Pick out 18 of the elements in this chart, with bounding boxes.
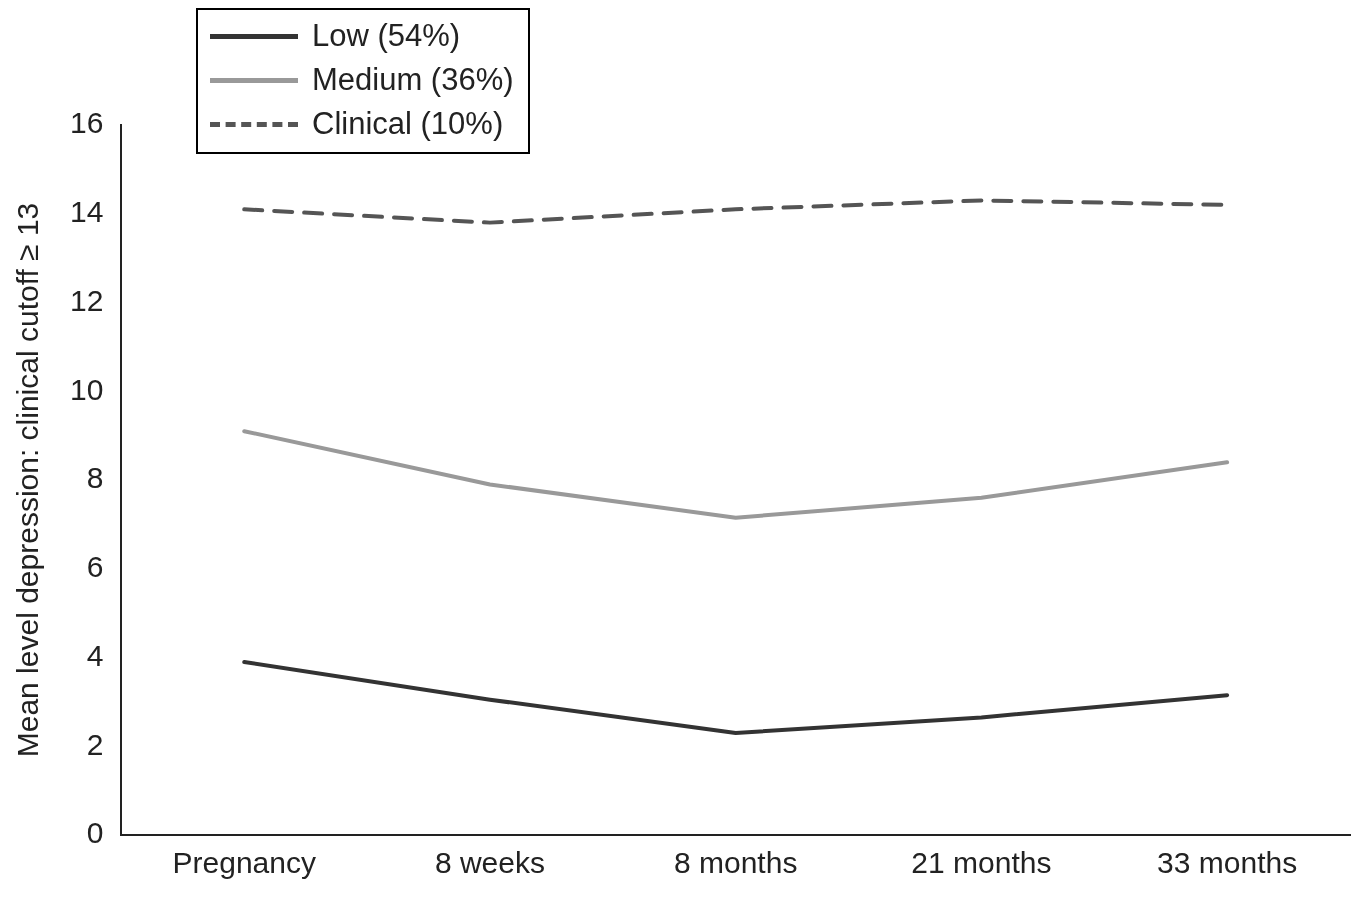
y-tick-label: 8 — [86, 461, 104, 495]
x-tick-label: 21 months — [911, 846, 1052, 880]
y-axis-title: Mean level depression: clinical cutoff ≥ 13 — [11, 202, 45, 758]
x-tick-label: 8 months — [673, 846, 798, 880]
y-tick-label: 10 — [69, 372, 104, 406]
legend-label: Clinical (10%) — [312, 106, 504, 142]
legend-label: Medium (36%) — [312, 62, 514, 98]
x-tick-label: Pregnancy — [172, 846, 316, 880]
y-tick-label: 0 — [86, 816, 104, 850]
y-tick-label: 2 — [86, 727, 104, 761]
y-tick-label: 16 — [69, 106, 104, 140]
y-tick-label: 6 — [86, 550, 104, 584]
legend-label: Low (54%) — [312, 18, 461, 54]
y-tick-label: 14 — [69, 195, 104, 229]
x-tick-label: 33 months — [1157, 846, 1298, 880]
x-tick-label: 8 weeks — [434, 846, 545, 880]
y-tick-label: 12 — [69, 283, 104, 317]
y-tick-label: 4 — [86, 638, 104, 672]
